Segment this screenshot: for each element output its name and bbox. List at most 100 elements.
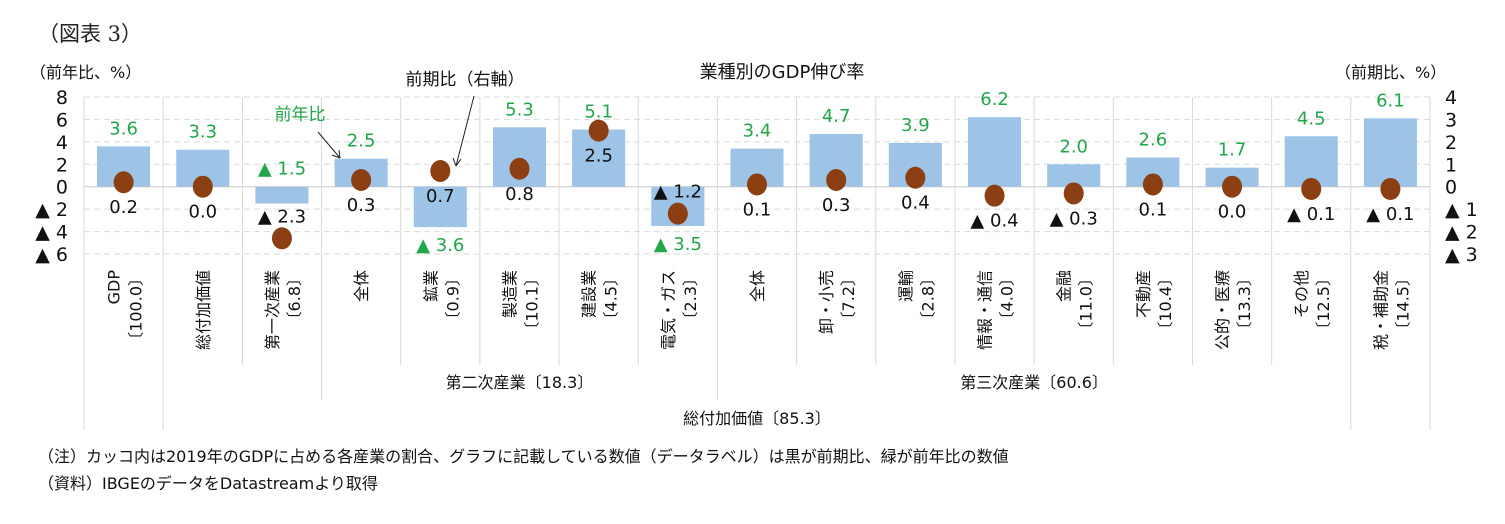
data-label-yoy: ▲ 3.5: [654, 234, 702, 255]
category-label: GDP 〔100.0〕: [105, 270, 146, 348]
data-label-qoq: 0.1: [743, 199, 772, 220]
data-label-qoq: 0.7: [426, 186, 455, 207]
dot-qoq: [271, 227, 292, 250]
dot-qoq: [192, 175, 213, 198]
data-label-qoq: ▲ 0.4: [970, 211, 1018, 232]
data-label-qoq: 0.0: [1218, 202, 1247, 223]
bar-yoy: [413, 186, 467, 228]
figure-label: （図表 3）: [38, 22, 143, 46]
data-label-qoq: 0.1: [1139, 199, 1168, 220]
category-label: その他 〔12.5〕: [1292, 270, 1333, 338]
dot-qoq: [905, 166, 926, 189]
dot-qoq: [1142, 173, 1163, 196]
data-label-yoy: 1.7: [1218, 140, 1247, 161]
dot-qoq: [351, 168, 372, 191]
right-tick-label: 4: [1445, 87, 1457, 109]
dot-qoq: [1380, 177, 1401, 200]
category-label: 卸・小売 〔7.2〕: [817, 270, 858, 334]
dot-qoq: [1222, 175, 1243, 198]
left-tick-label: ▲ 2: [35, 199, 68, 221]
left-tick-label: ▲ 6: [35, 244, 68, 266]
bar-yoy: [1047, 164, 1101, 187]
left-tick-label: 8: [56, 87, 68, 109]
left-tick-label: 2: [56, 154, 68, 176]
data-label-qoq: 0.3: [347, 195, 376, 216]
data-label-qoq: ▲ 0.3: [1050, 208, 1098, 229]
bar-yoy: [968, 117, 1022, 187]
category-label: 全体: [352, 270, 371, 302]
chart-source: （資料）IBGEのデータをDatastreamより取得: [38, 474, 378, 493]
dot-qoq: [984, 184, 1005, 207]
dot-qoq: [588, 119, 609, 142]
right-tick-label: ▲ 3: [1445, 244, 1478, 266]
annotation-yoy: 前年比: [275, 105, 326, 125]
data-label-qoq: 0.2: [109, 197, 138, 218]
category-label: 金融 〔11.0〕: [1055, 270, 1096, 338]
data-label-qoq: ▲ 0.1: [1366, 204, 1414, 225]
data-label-yoy: 4.7: [822, 106, 851, 127]
data-label-yoy: 5.1: [584, 102, 613, 123]
category-label: 全体: [748, 270, 767, 302]
category-label: 運輸 〔2.8〕: [896, 270, 937, 327]
right-tick-label: 2: [1445, 132, 1457, 154]
bar-yoy: [255, 186, 309, 204]
data-label-yoy: 4.5: [1297, 108, 1326, 129]
data-label-yoy: 2.0: [1059, 136, 1088, 157]
annotation-yoy-arrowhead: [331, 149, 341, 159]
data-label-qoq: ▲ 1.2: [654, 182, 702, 203]
data-label-yoy: 5.3: [505, 99, 534, 120]
left-tick-label: 4: [56, 132, 68, 154]
bar-yoy: [1363, 118, 1417, 187]
right-tick-label: ▲ 1: [1445, 199, 1478, 221]
category-label: 公的・医療 〔13.3〕: [1213, 270, 1254, 350]
annotation-qoq-arrowhead: [452, 157, 462, 167]
data-label-yoy: 6.2: [980, 89, 1009, 110]
data-label-qoq: 0.4: [901, 193, 930, 214]
right-tick-label: 1: [1445, 154, 1457, 176]
category-label: 情報・通信 〔4.0〕: [976, 270, 1017, 350]
left-tick-label: 6: [56, 109, 68, 131]
category-label: 製造業 〔10.1〕: [500, 270, 541, 338]
data-label-qoq: ▲ 0.1: [1287, 204, 1335, 225]
chart-title: 業種別のGDP伸び率: [700, 62, 865, 83]
dot-qoq: [667, 202, 688, 225]
right-tick-label: 3: [1445, 109, 1457, 131]
data-label-yoy: ▲ 3.6: [416, 235, 464, 256]
right-tick-label: ▲ 2: [1445, 222, 1478, 244]
category-label: 総付加価値: [194, 270, 213, 350]
data-label-yoy: 3.6: [109, 118, 138, 139]
dot-qoq: [826, 168, 847, 191]
data-label-qoq: ▲ 2.3: [258, 206, 306, 227]
left-tick-label: ▲ 4: [35, 222, 68, 244]
dot-qoq: [747, 173, 767, 196]
data-label-yoy: 2.6: [1139, 130, 1168, 151]
data-label-qoq: 0.0: [188, 202, 217, 223]
data-label-qoq: 0.3: [822, 195, 851, 216]
data-label-yoy: 2.5: [347, 131, 376, 152]
dot-qoq: [509, 157, 530, 180]
dot-qoq: [430, 160, 451, 183]
data-label-yoy: 3.3: [188, 122, 217, 143]
data-label-yoy: 6.1: [1376, 90, 1405, 111]
dot-qoq: [1301, 177, 1322, 200]
category-label: 不動産 〔10.4〕: [1134, 270, 1175, 338]
category-group-label: 総付加価値〔85.3〕: [683, 409, 831, 428]
dot-qoq: [1063, 182, 1084, 205]
category-label: 鉱業 〔0.9〕: [421, 270, 462, 327]
data-label-yoy: 3.9: [901, 115, 930, 136]
left-axis-label: （前年比、%）: [30, 63, 141, 82]
category-group-label: 第二次産業〔18.3〕: [446, 373, 594, 392]
category-label: 電気・ガス 〔2.3〕: [659, 270, 700, 350]
right-tick-label: 0: [1445, 177, 1457, 199]
category-label: 第一次産業 〔6.8〕: [263, 270, 304, 350]
right-axis-label: （前期比、%）: [1335, 63, 1446, 82]
data-label-qoq: 0.8: [505, 184, 534, 205]
dot-qoq: [113, 171, 134, 194]
category-label: 税・補助金 〔14.5〕: [1371, 270, 1412, 350]
data-label-qoq: 2.5: [584, 146, 613, 167]
category-label: 建設業 〔4.5〕: [580, 270, 621, 327]
data-label-yoy: 3.4: [743, 121, 772, 142]
category-group-label: 第三次産業〔60.6〕: [960, 373, 1108, 392]
data-label-yoy: ▲ 1.5: [258, 159, 306, 180]
